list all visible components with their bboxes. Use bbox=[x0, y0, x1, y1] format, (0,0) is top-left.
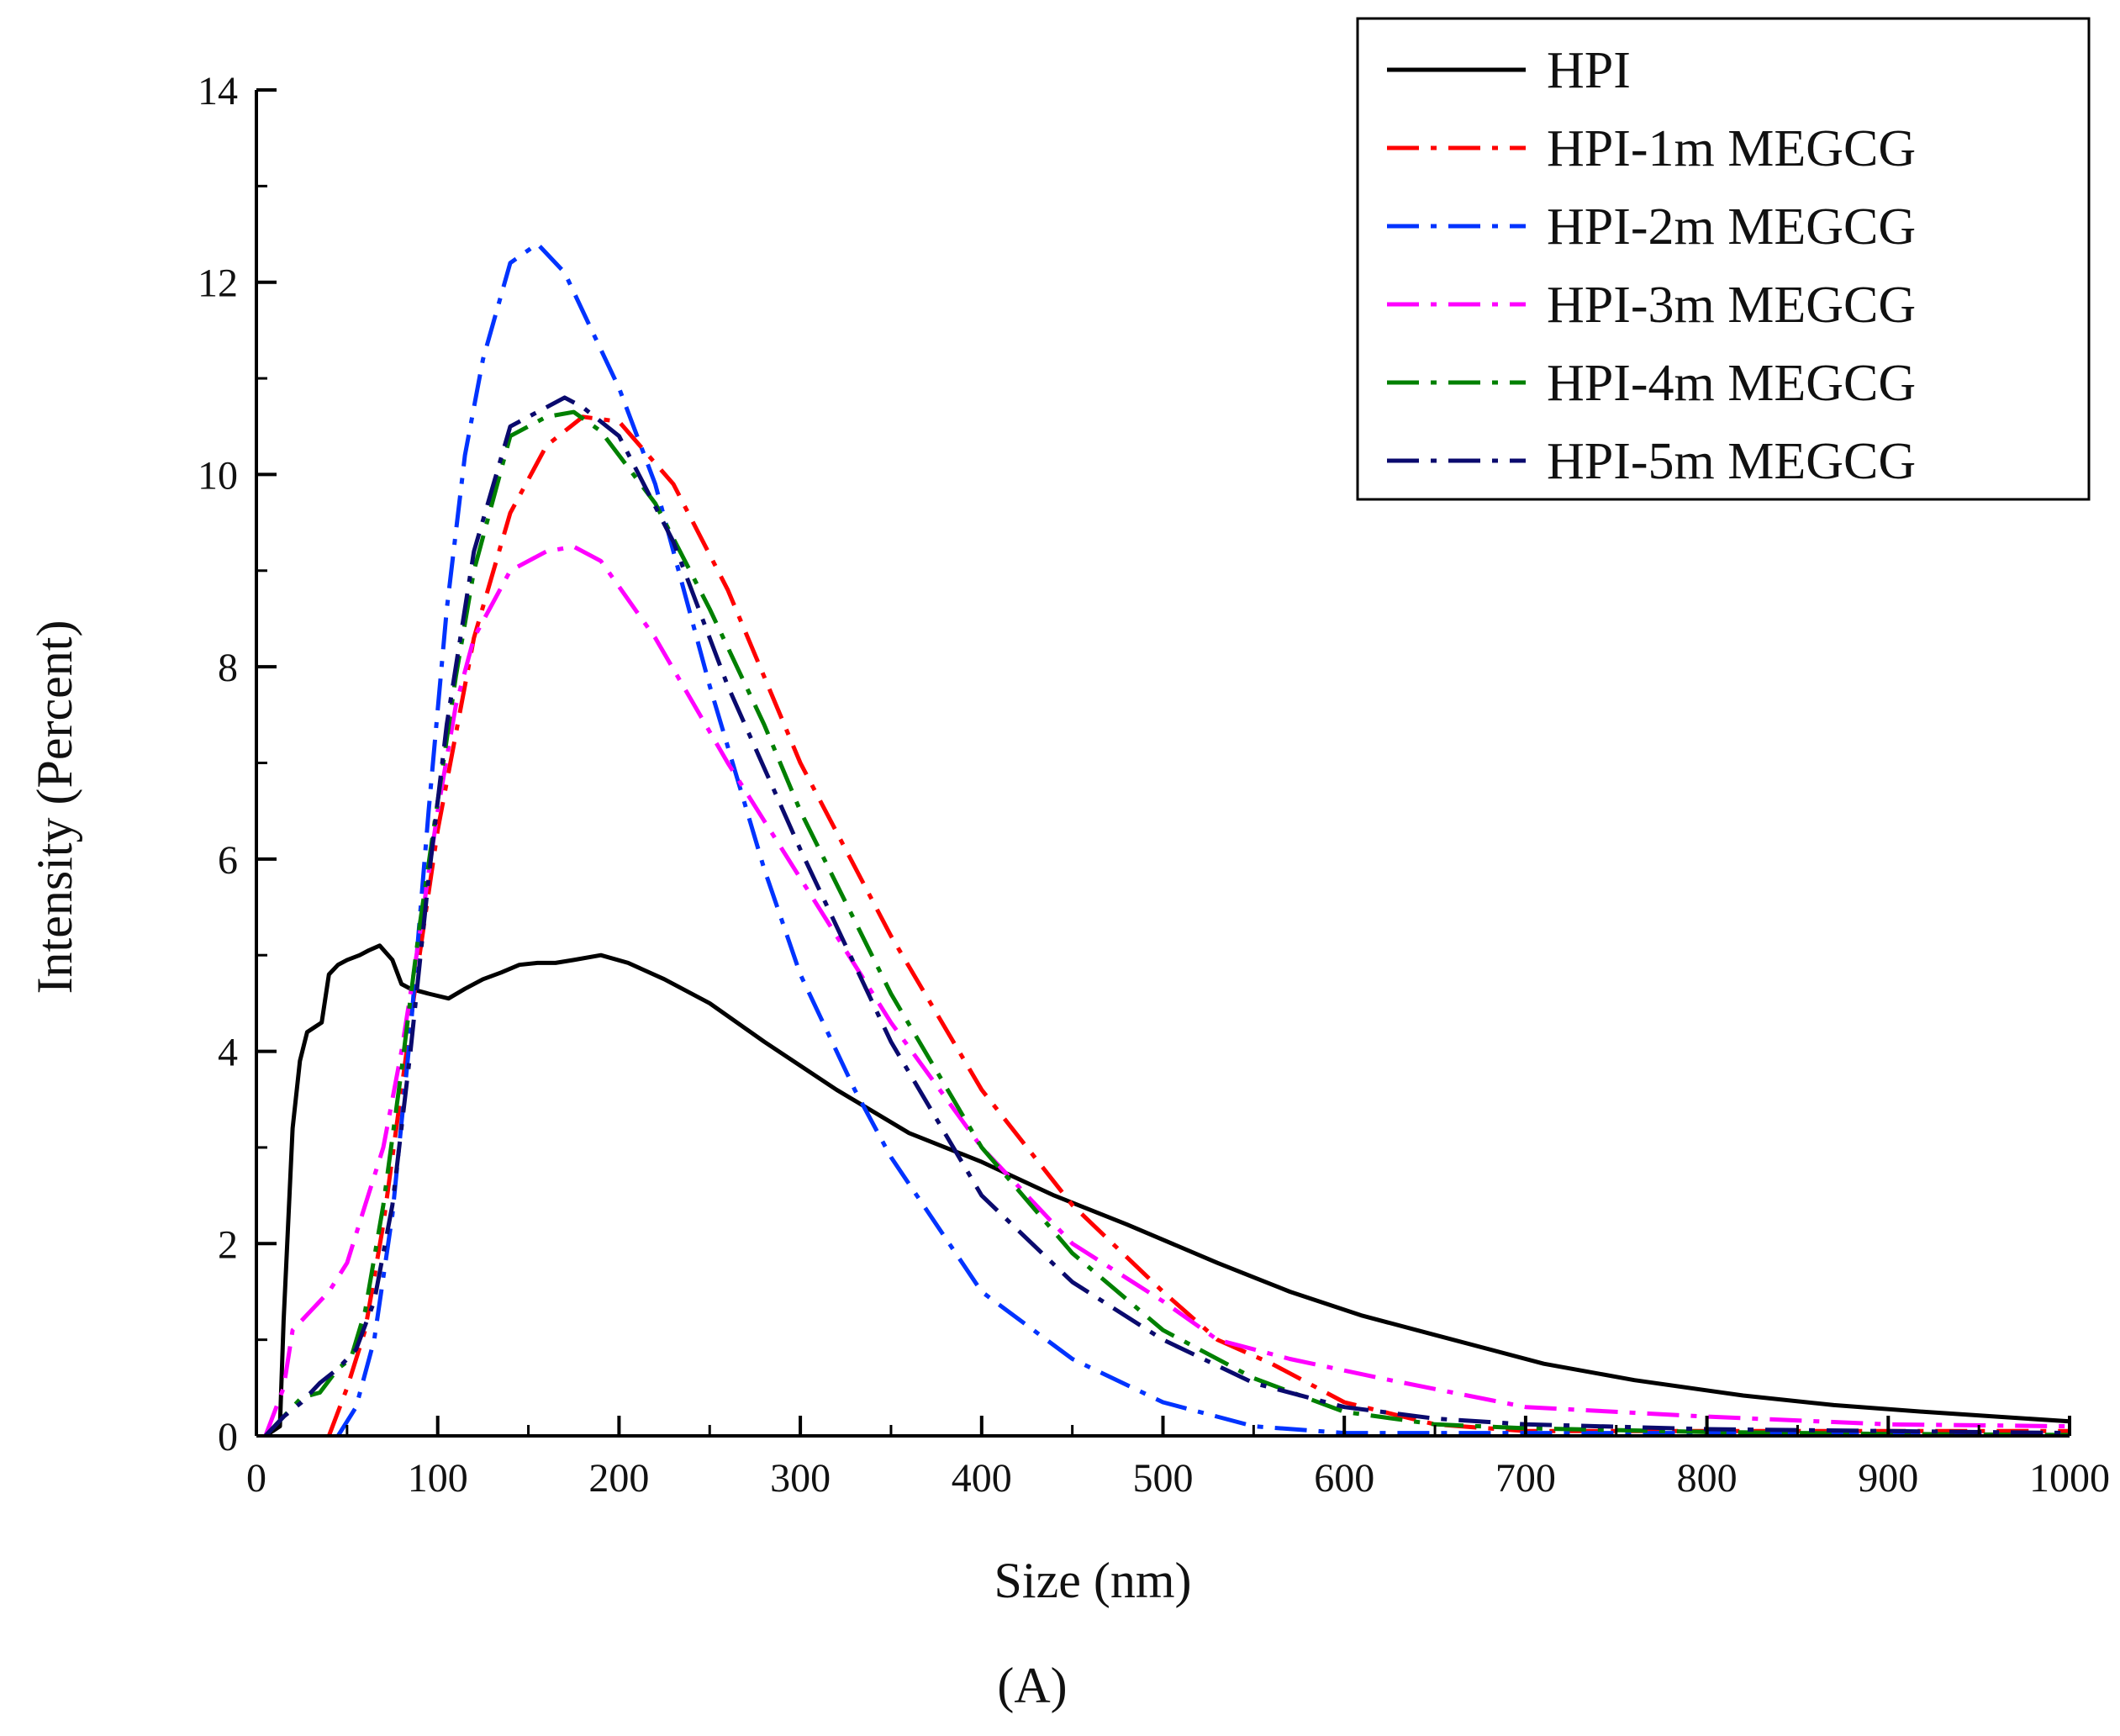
x-tick-label: 500 bbox=[1133, 1456, 1194, 1501]
x-tick-label: 600 bbox=[1314, 1456, 1374, 1501]
y-tick-label: 12 bbox=[198, 261, 238, 306]
x-tick-label: 700 bbox=[1495, 1456, 1556, 1501]
y-tick-label: 0 bbox=[218, 1415, 238, 1459]
legend-box bbox=[1356, 17, 2091, 501]
y-tick-label: 2 bbox=[218, 1222, 238, 1267]
legend-label-hpi: HPI bbox=[1547, 42, 1631, 99]
y-tick-label: 4 bbox=[218, 1031, 238, 1075]
y-tick-label: 10 bbox=[198, 453, 238, 498]
legend: HPI HPI-1m MEGCG HPI-2m MEGCG HPI-3m MEGCG H… bbox=[1356, 17, 2091, 501]
series-layer bbox=[263, 241, 2070, 1438]
x-tick-label: 900 bbox=[1858, 1456, 1918, 1501]
series-line-hpi-3m-megcg bbox=[263, 544, 2070, 1437]
legend-label-hpi-1m-megcg: HPI-1m MEGCG bbox=[1547, 120, 1916, 177]
y-tick-label: 8 bbox=[218, 646, 238, 690]
y-axis-title: Intensity (Percent) bbox=[27, 620, 82, 995]
axes: 0 100 200 300 400 500 600 700 800 900 1000 0 2 4 6 8 10… bbox=[198, 69, 2110, 1501]
legend-label-hpi-5m-megcg: HPI-5m MEGCG bbox=[1547, 433, 1916, 490]
series-line-hpi-1m-megcg bbox=[326, 414, 2070, 1437]
y-tick-label: 6 bbox=[218, 838, 238, 883]
x-tick-label: 1000 bbox=[2029, 1456, 2110, 1501]
x-tick-label: 100 bbox=[408, 1456, 468, 1501]
x-tick-label: 200 bbox=[588, 1456, 649, 1501]
x-tick-label: 800 bbox=[1677, 1456, 1738, 1501]
series-line-hpi-2m-megcg bbox=[335, 241, 2070, 1438]
x-tick-label: 0 bbox=[246, 1456, 266, 1501]
x-tick-label: 400 bbox=[952, 1456, 1012, 1501]
series-line-hpi bbox=[264, 943, 2070, 1438]
legend-label-hpi-2m-megcg: HPI-2m MEGCG bbox=[1547, 198, 1916, 256]
legend-items: HPI HPI-1m MEGCG HPI-2m MEGCG HPI-3m MEGCG H… bbox=[1387, 42, 1916, 490]
y-ticks: 0 2 4 6 8 10 12 14 bbox=[198, 69, 277, 1459]
y-tick-label: 14 bbox=[198, 69, 238, 113]
legend-label-hpi-4m-megcg: HPI-4m MEGCG bbox=[1547, 355, 1916, 412]
x-tick-label: 300 bbox=[770, 1456, 831, 1501]
x-axis-title: Size (nm) bbox=[994, 1553, 1192, 1608]
legend-label-hpi-3m-megcg: HPI-3m MEGCG bbox=[1547, 277, 1916, 334]
series-line-hpi-5m-megcg bbox=[263, 395, 2070, 1438]
panel-label: (A) bbox=[997, 1658, 1067, 1713]
series-line-hpi-4m-megcg bbox=[263, 409, 2070, 1438]
x-ticks: 0 100 200 300 400 500 600 700 800 900 1000 bbox=[246, 1416, 2110, 1501]
